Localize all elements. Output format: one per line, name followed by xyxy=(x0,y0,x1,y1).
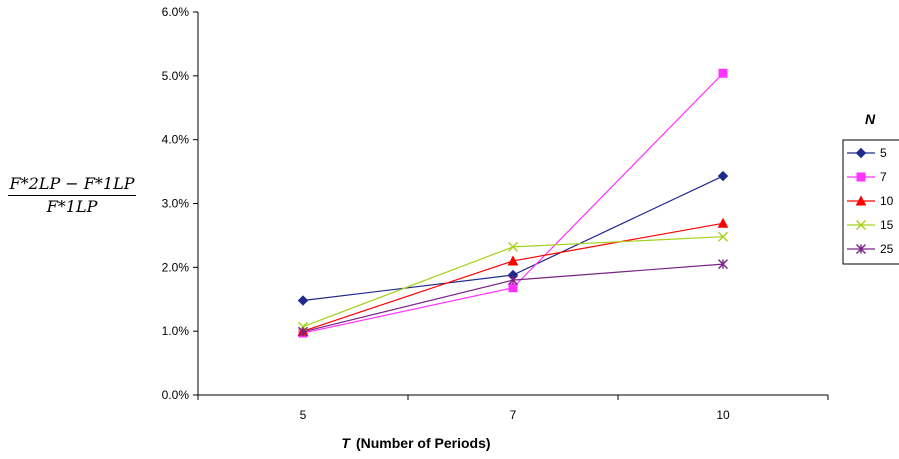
legend-box xyxy=(842,139,899,265)
legend-marker xyxy=(856,172,866,182)
series-25 xyxy=(298,259,728,337)
y-tick-label: 3.0% xyxy=(162,197,190,211)
y-axis-label-denominator: F*1LP xyxy=(46,197,98,216)
data-point-7-10 xyxy=(718,68,728,78)
legend-item-25: 25 xyxy=(847,242,894,256)
y-tick-label: 1.0% xyxy=(162,324,190,338)
data-point-5-5 xyxy=(297,295,309,306)
legend-item-5: 5 xyxy=(847,146,887,160)
legend-label: 7 xyxy=(880,170,887,184)
x-tick-label: 5 xyxy=(300,408,307,422)
data-point-10-7 xyxy=(507,255,519,266)
data-point-25-7 xyxy=(508,275,518,286)
y-tick-label: 0.0% xyxy=(162,388,190,402)
y-tick-label: 5.0% xyxy=(162,69,190,83)
chart-series xyxy=(297,68,729,338)
legend-title: N xyxy=(865,111,876,127)
data-point-15-7 xyxy=(508,241,518,252)
x-tick-label: 7 xyxy=(510,408,517,422)
legend-label: 10 xyxy=(880,194,894,208)
data-point-25-10 xyxy=(718,259,728,270)
series-line-7 xyxy=(302,72,724,334)
y-tick-label: 2.0% xyxy=(162,260,190,274)
data-point-5-10 xyxy=(717,170,729,182)
legend-marker xyxy=(856,220,866,230)
data-point-10-10 xyxy=(717,217,729,228)
data-point-15-10 xyxy=(718,231,728,242)
y-axis-label: F*2LP − F*1LP F*1LP xyxy=(8,174,136,216)
y-axis-label-numerator: F*2LP − F*1LP xyxy=(8,174,136,196)
legend-item-10: 10 xyxy=(847,194,894,208)
y-tick-label: 6.0% xyxy=(162,5,190,19)
legend-label: 25 xyxy=(880,242,894,256)
legend-marker xyxy=(856,244,866,254)
legend-item-7: 7 xyxy=(847,170,887,184)
legend-item-15: 15 xyxy=(847,218,894,232)
data-point-7-7 xyxy=(508,283,518,293)
legend-marker xyxy=(855,195,867,206)
legend-label: 5 xyxy=(880,146,887,160)
series-7 xyxy=(298,68,728,338)
chart-axes: 0.0% 1.0% 2.0% 3.0% 4.0% 5.0% 6.0% 5 7 10 xyxy=(162,5,829,422)
data-point-25-5 xyxy=(298,326,308,337)
y-tick-label: 4.0% xyxy=(162,133,190,147)
x-axis-title: T (Number of Periods) xyxy=(341,435,490,451)
legend-marker xyxy=(855,147,867,159)
legend: N 5 7 10 15 25 xyxy=(842,111,899,265)
legend-label: 15 xyxy=(880,218,894,232)
x-tick-label: 10 xyxy=(716,408,730,422)
